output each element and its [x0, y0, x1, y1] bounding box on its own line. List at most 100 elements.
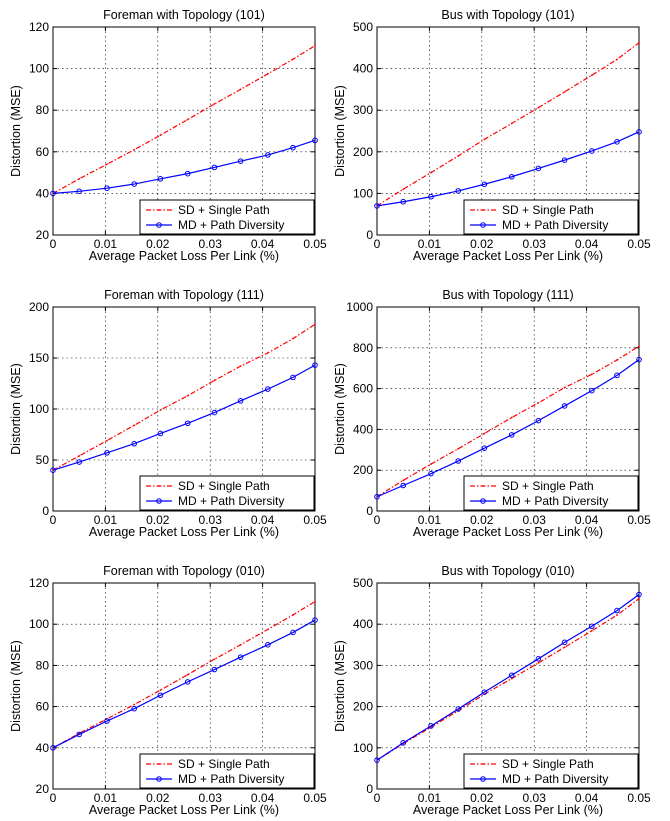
x-tick-label: 0.02 — [146, 513, 170, 527]
x-tick-label: 0.05 — [303, 513, 327, 527]
data-point — [402, 479, 405, 482]
y-tick-label: 0 — [366, 504, 373, 518]
data-point — [265, 386, 271, 392]
data-point — [616, 359, 618, 361]
y-axis-label: Distortion (MSE) — [9, 85, 23, 177]
data-point — [239, 365, 242, 368]
data-point — [636, 356, 642, 363]
series-line — [52, 601, 316, 749]
y-tick-label: 20 — [36, 782, 50, 796]
x-tick-label: 0.01 — [94, 237, 118, 251]
data-point — [457, 447, 460, 450]
legend-label: MD + Path Diversity — [502, 218, 608, 232]
data-point — [402, 188, 405, 191]
legend-marker — [482, 485, 484, 487]
data-point — [312, 362, 318, 368]
legend-marker — [480, 222, 486, 228]
legend-box — [139, 475, 315, 511]
data-point — [184, 170, 191, 177]
legend-box — [463, 475, 639, 511]
y-tick-label: 200 — [29, 300, 49, 314]
x-tick-label: 0.04 — [251, 513, 275, 527]
y-tick-label: 100 — [29, 402, 49, 416]
y-tick-label: 200 — [353, 463, 373, 477]
data-point — [636, 129, 642, 135]
data-point — [131, 181, 138, 187]
legend-marker — [156, 776, 162, 782]
x-tick-label: 0 — [50, 513, 57, 527]
data-point — [290, 374, 296, 381]
x-tick-label: 0.04 — [575, 791, 599, 805]
legend-label: MD + Path Diversity — [178, 494, 284, 508]
data-point — [104, 450, 110, 456]
y-tick-label: 80 — [36, 103, 50, 117]
data-point — [535, 656, 542, 662]
data-point — [213, 658, 216, 661]
data-point — [614, 607, 620, 614]
x-tick-label: 0.04 — [251, 791, 275, 805]
data-point — [133, 424, 136, 427]
data-point — [428, 723, 434, 729]
data-point — [590, 373, 593, 376]
data-point — [563, 646, 566, 649]
data-point — [535, 165, 542, 172]
series-md-path-diversity — [374, 591, 642, 763]
x-tick-label: 0.03 — [523, 237, 547, 251]
data-point — [589, 387, 595, 394]
series-md-path-diversity — [374, 129, 642, 209]
legend-marker — [482, 763, 484, 765]
data-point — [213, 379, 216, 382]
x-tick-label: 0.03 — [523, 791, 547, 805]
data-point — [455, 188, 462, 194]
data-point — [106, 163, 108, 166]
x-tick-label: 0.02 — [146, 237, 170, 251]
axes-frame — [52, 582, 316, 790]
legend-label: SD + Single Path — [178, 203, 270, 217]
y-tick-label: 400 — [353, 62, 373, 76]
x-tick-label: 0 — [50, 791, 57, 805]
data-point — [537, 106, 540, 109]
series-md-path-diversity — [50, 617, 318, 751]
data-point — [104, 185, 110, 191]
data-point — [186, 673, 189, 676]
data-point — [374, 203, 380, 209]
series-line — [52, 139, 316, 194]
data-point — [131, 440, 138, 447]
y-tick-label: 0 — [366, 228, 373, 242]
x-axis-label: Average Packet Loss Per Link (%) — [89, 249, 279, 263]
data-point — [508, 672, 515, 679]
x-tick-label: 0.01 — [94, 513, 118, 527]
y-tick-label: 300 — [353, 658, 373, 672]
chart-title: Bus with Topology (101) — [441, 8, 574, 22]
legend-label: MD + Path Diversity — [178, 218, 284, 232]
data-point — [614, 139, 620, 145]
legend-marker — [156, 498, 162, 504]
data-point — [455, 458, 462, 464]
chart-title: Foreman with Topology (111) — [104, 288, 264, 302]
data-point — [457, 155, 460, 157]
legend-marker — [480, 776, 486, 782]
y-tick-label: 100 — [353, 186, 373, 200]
data-point — [157, 176, 164, 182]
data-point — [374, 757, 380, 763]
data-point — [400, 482, 407, 489]
data-point — [589, 623, 595, 630]
x-tick-label: 0.03 — [523, 513, 547, 527]
axes-frame — [376, 582, 640, 790]
series-line — [52, 619, 316, 749]
data-point — [638, 597, 640, 600]
data-point — [239, 88, 242, 91]
x-tick-label: 0.05 — [303, 791, 327, 805]
subplot-foreman-101: 0 0.01 0.02 0.03 0.04 0.05 20 40 60 80 100 120 Forem… — [9, 8, 327, 263]
data-point — [237, 398, 244, 404]
legend-box — [463, 753, 639, 789]
data-point — [186, 394, 189, 397]
y-tick-label: 60 — [36, 145, 50, 159]
data-point — [636, 591, 642, 598]
data-point — [78, 177, 81, 180]
data-point — [400, 198, 407, 205]
series-line — [52, 45, 316, 194]
